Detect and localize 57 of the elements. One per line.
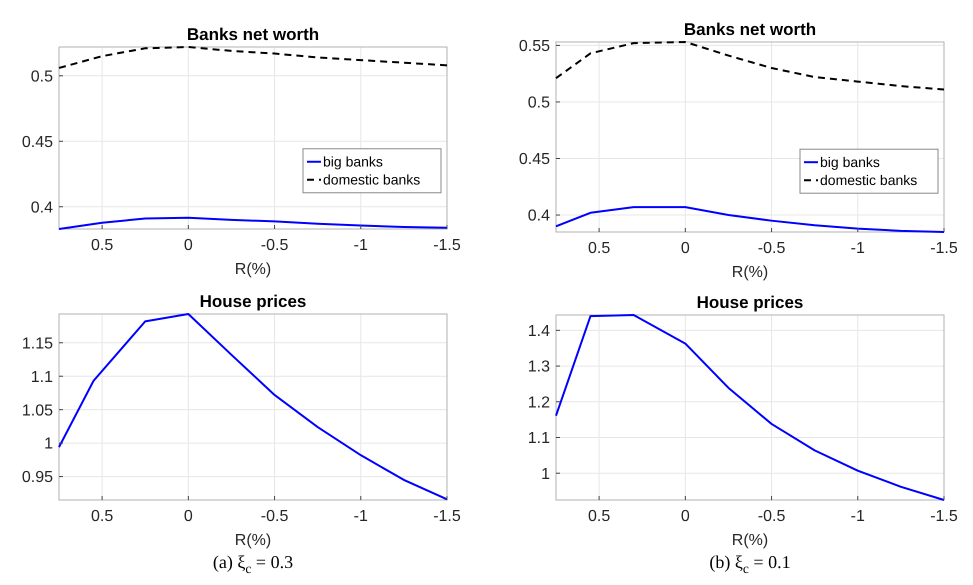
x-tick-label: -0.5 (758, 240, 786, 257)
x-tick-label: -0.5 (260, 237, 288, 254)
x-tick-label: 0.5 (90, 508, 114, 525)
chart-title: House prices (696, 293, 804, 312)
x-tick-label: -0.5 (758, 508, 786, 525)
x-axis-title: R(%) (234, 532, 272, 549)
x-tick-label: 0 (680, 240, 690, 257)
y-tick-label: 0.95 (22, 469, 54, 486)
line-series (555, 41, 945, 90)
legend-label: big banks (820, 154, 880, 170)
line-series (555, 206, 945, 233)
y-tick-label: 1.15 (22, 335, 54, 352)
x-axis-title: R(%) (732, 532, 768, 549)
x-tick-label: 0 (680, 508, 690, 525)
legend-label: domestic banks (323, 172, 420, 188)
x-tick-label: 0 (184, 237, 193, 254)
chart-title: Banks net worth (186, 25, 320, 44)
y-tick-label: 0.4 (30, 199, 54, 216)
text: (a) ξ$_{c}$ = 0.3 (212, 552, 294, 576)
y-tick-label: 1.05 (22, 402, 54, 420)
legend-label: big banks (323, 154, 383, 170)
x-tick-label: 0.5 (588, 508, 610, 525)
y-tick-label: 1.3 (528, 358, 550, 376)
x-axis-title: R(%) (234, 261, 272, 278)
x-tick-label: 0.5 (588, 240, 610, 257)
text: (b) ξ$_{c}$ = 0.1 (709, 552, 791, 576)
legend-label: domestic banks (820, 172, 918, 188)
y-tick-label: 1.1 (528, 430, 550, 448)
x-tick-label: -1 (354, 237, 368, 254)
line-series (58, 216, 448, 230)
x-tick-label: -1.5 (930, 508, 958, 525)
y-tick-label: 1 (541, 466, 550, 483)
y-tick-label: 0.55 (518, 38, 550, 55)
line-series (58, 313, 448, 500)
chart-title: House prices (200, 292, 306, 311)
x-tick-label: 0.5 (90, 237, 114, 254)
y-tick-label: 1 (44, 436, 54, 453)
line-series (58, 46, 448, 69)
x-tick-label: -1 (850, 240, 865, 257)
x-tick-label: -1.5 (930, 240, 958, 257)
line-series (555, 314, 945, 501)
y-tick-label: 1.2 (528, 394, 550, 412)
y-tick-label: 1.4 (528, 322, 550, 340)
y-tick-label: 0.5 (528, 94, 550, 112)
y-tick-label: 0.45 (22, 134, 54, 151)
x-tick-label: 0 (184, 508, 193, 525)
y-tick-label: 1.1 (30, 368, 54, 386)
x-axis-title: R(%) (732, 264, 768, 281)
y-tick-label: 0.4 (528, 208, 550, 225)
chart-title: Banks net worth (684, 20, 816, 39)
y-tick-label: 0.45 (518, 151, 550, 168)
x-tick-label: -1 (354, 508, 368, 525)
x-tick-label: -0.5 (260, 508, 288, 525)
x-tick-label: -1.5 (433, 508, 461, 525)
x-tick-label: -1.5 (433, 237, 461, 254)
x-tick-label: -1 (850, 508, 865, 525)
y-tick-label: 0.5 (30, 68, 54, 86)
